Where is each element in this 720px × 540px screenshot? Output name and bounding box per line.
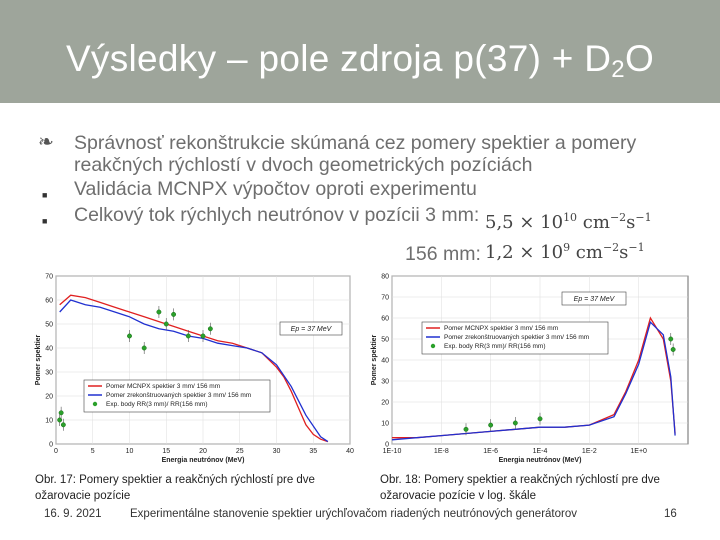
x-tick-label: 15: [162, 448, 170, 455]
annotation-box: [279, 321, 343, 336]
x-tick-label: 10: [126, 448, 134, 455]
legend-box: [421, 321, 609, 355]
data-point: [200, 333, 206, 339]
series-line: [59, 299, 329, 443]
title-subscript: 2: [611, 56, 625, 83]
bullet-item: ❧ Správnosť rekonštrukcie skúmaná cez po…: [38, 132, 688, 176]
y-tick-label: 0: [49, 442, 53, 449]
data-point: [60, 422, 66, 428]
data-point: [488, 422, 494, 428]
y-tick-label: 60: [381, 316, 389, 323]
title-bar: [0, 0, 720, 103]
data-point: [163, 321, 169, 327]
bullet-marker-icon: ■: [42, 216, 48, 226]
slide-title: Výsledky – pole zdroja p(37) + D2O: [0, 38, 720, 84]
y-tick-label: 70: [381, 295, 389, 302]
bullet-item: ■ Validácia MCNPX výpočtov oproti experi…: [38, 178, 688, 200]
annotation-box: [561, 291, 627, 306]
data-point: [156, 309, 162, 315]
figure-17-caption: Obr. 17: Pomery spektier a reakčných rýc…: [35, 474, 315, 502]
y-tick-label: 40: [381, 358, 389, 365]
flux-value-3mm: 5,5 × 1010 cm−2s−1: [485, 211, 652, 233]
data-point: [141, 345, 147, 351]
bullet-text: Celkový tok rýchlych neutrónov v pozícii…: [74, 204, 480, 226]
legend-label: Pomer MCNPX spektier 3 mm/ 156 mm: [444, 325, 558, 332]
legend-label: Pomer zrekonštruovaných spektier 3 mm/ 1…: [106, 392, 251, 399]
bullet-text: Validácia MCNPX výpočtov oproti experime…: [74, 178, 477, 200]
y-tick-label: 0: [385, 442, 389, 449]
y-tick-label: 10: [45, 418, 53, 425]
x-tick-label: 0: [54, 448, 58, 455]
y-tick-label: 30: [381, 379, 389, 386]
footer-text: Experimentálne stanovenie spektier urých…: [130, 508, 577, 520]
y-tick-label: 20: [45, 394, 53, 401]
data-point: [463, 426, 469, 432]
y-axis-label: Pomer spektier: [35, 334, 42, 385]
x-tick-label: 40: [346, 448, 354, 455]
x-tick-label: 1E-6: [483, 448, 498, 455]
y-tick-label: 80: [381, 274, 389, 281]
x-tick-label: 1E-4: [533, 448, 548, 455]
data-point: [670, 347, 676, 352]
x-axis-label: Energia neutrónov (MeV): [162, 457, 245, 464]
y-tick-label: 70: [45, 274, 53, 281]
x-tick-label: 30: [273, 448, 281, 455]
y-tick-label: 10: [381, 421, 389, 428]
legend-swatch: [430, 343, 436, 349]
bullet-marker-icon: ■: [42, 190, 48, 200]
data-point: [668, 336, 674, 342]
series-line: [391, 320, 676, 441]
x-tick-label: 5: [91, 448, 95, 455]
x-tick-label: 1E-8: [434, 448, 449, 455]
x-tick-label: 25: [236, 448, 244, 455]
bullet-text: Správnosť rekonštrukcie skúmaná cez pome…: [74, 132, 637, 176]
series-line: [59, 294, 329, 443]
x-tick-label: 1E+0: [630, 448, 647, 455]
y-tick-label: 50: [381, 337, 389, 344]
y-tick-label: 40: [45, 346, 53, 353]
data-point: [57, 417, 63, 423]
data-point: [185, 333, 191, 339]
data-point: [512, 420, 518, 426]
x-tick-label: 1E-10: [383, 448, 402, 455]
legend-label: Pomer zrekonštruovaných spektier 3 mm/ 1…: [444, 334, 589, 341]
data-point: [58, 410, 64, 416]
annotation-label: Ep = 37 MeV: [291, 326, 333, 333]
y-axis-label: Pomer spektier: [371, 334, 378, 385]
annotation-label: Ep = 37 MeV: [574, 296, 616, 303]
legend-label: Exp. body RR(3 mm)/ RR(156 mm): [444, 343, 546, 350]
x-tick-label: 1E-2: [582, 448, 597, 455]
x-axis-label: Energia neutrónov (MeV): [499, 457, 582, 464]
legend-box: [83, 379, 271, 413]
chart-linear: 0 10 20 30 40 50 60 70 0 5 10 15 20 25 30 35 40 Energia n…: [35, 274, 354, 465]
chart-log: 0 10 20 30 40 50 60 70 80 1E-10 1E-8 1E-6 1E-4 1E-2 1E…: [371, 274, 689, 464]
bullet-item: ■ Celkový tok rýchlych neutrónov v pozíc…: [38, 204, 688, 226]
y-tick-label: 30: [45, 370, 53, 377]
data-point: [127, 333, 132, 339]
y-tick-label: 60: [45, 298, 53, 305]
data-point: [171, 311, 177, 317]
bullet-marker-icon: ❧: [38, 132, 54, 153]
legend-label: Pomer MCNPX spektier 3 mm/ 156 mm: [106, 383, 220, 390]
flux-value-156mm: 1,2 × 109 cm−2s−1: [485, 241, 645, 263]
footer-date: 16. 9. 2021: [44, 508, 102, 520]
data-point: [207, 326, 213, 332]
flux-label-156mm: 156 mm:: [405, 243, 481, 265]
x-tick-label: 20: [199, 448, 207, 455]
footer-page-number: 16: [664, 508, 677, 520]
title-main: Výsledky – pole zdroja p(37) + D: [65, 38, 612, 79]
bullet-list: ❧ Správnosť rekonštrukcie skúmaná cez po…: [38, 132, 688, 226]
legend-label: Exp. body RR(3 mm)/ RR(156 mm): [106, 401, 208, 408]
x-tick-label: 35: [309, 448, 317, 455]
data-point: [537, 416, 543, 422]
title-end: O: [624, 38, 655, 79]
legend-swatch: [92, 401, 98, 407]
figure-18-caption: Obr. 18: Pomery spektier a reakčných rýc…: [380, 474, 660, 502]
y-tick-label: 50: [45, 322, 53, 329]
y-tick-label: 20: [381, 400, 389, 407]
